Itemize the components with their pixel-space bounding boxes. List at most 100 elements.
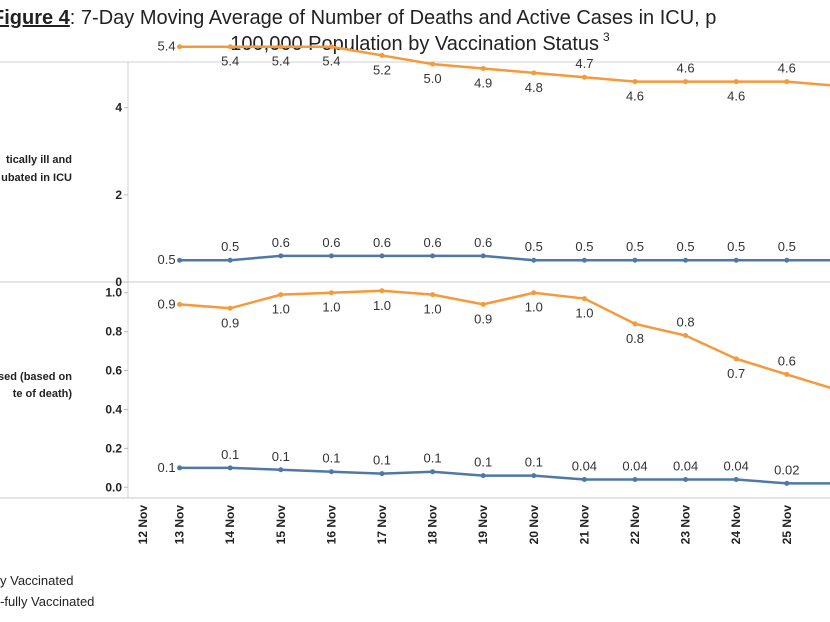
data-point bbox=[177, 44, 183, 50]
data-label: 5.4 bbox=[221, 54, 239, 69]
data-point bbox=[430, 253, 436, 259]
data-point bbox=[683, 476, 689, 482]
data-label: 0.6 bbox=[424, 235, 442, 250]
y-tick-label: 4 bbox=[115, 101, 122, 115]
data-label: 5.4 bbox=[322, 54, 340, 69]
data-label: 0.5 bbox=[727, 239, 745, 254]
x-tick-label: 24 Nov bbox=[729, 505, 743, 545]
data-label: 0.1 bbox=[322, 451, 340, 466]
data-label: 0.8 bbox=[626, 331, 644, 346]
data-label: 5.2 bbox=[373, 62, 391, 77]
data-label: 0.1 bbox=[373, 453, 391, 468]
data-label: 1.0 bbox=[575, 306, 593, 321]
y-tick-label: 0.2 bbox=[105, 441, 122, 455]
data-label: 4.8 bbox=[525, 80, 543, 95]
data-point bbox=[227, 44, 233, 50]
data-point bbox=[531, 290, 537, 296]
data-point bbox=[632, 476, 638, 482]
data-label: 1.0 bbox=[272, 302, 290, 317]
figure-subtitle: 100,000 Population by Vaccination Status… bbox=[230, 30, 610, 55]
data-label: 0.1 bbox=[474, 455, 492, 470]
data-point bbox=[733, 79, 739, 85]
data-label: 4.6 bbox=[626, 89, 644, 104]
data-label: 0.04 bbox=[724, 458, 749, 473]
data-point bbox=[480, 301, 486, 307]
data-label: 0.04 bbox=[622, 458, 647, 473]
data-point bbox=[177, 301, 183, 307]
data-point bbox=[683, 257, 689, 263]
data-point bbox=[328, 253, 334, 259]
data-point bbox=[328, 44, 334, 50]
data-point bbox=[480, 253, 486, 259]
data-label: 1.0 bbox=[322, 300, 340, 315]
x-tick-label: 12 Nov bbox=[136, 505, 150, 545]
data-point bbox=[227, 257, 233, 263]
data-label: 4.6 bbox=[677, 61, 695, 76]
data-label: 4.9 bbox=[474, 76, 492, 91]
legend-label: y Vaccinated bbox=[0, 573, 73, 588]
data-label: 0.6 bbox=[778, 353, 796, 368]
data-label: 0.9 bbox=[474, 311, 492, 326]
data-label: 5.4 bbox=[158, 39, 176, 54]
data-label: 0.1 bbox=[424, 451, 442, 466]
data-label: 4.6 bbox=[778, 61, 796, 76]
data-point bbox=[784, 480, 790, 486]
y-axis-label: te of death) bbox=[13, 388, 73, 400]
data-label: 4.7 bbox=[575, 56, 593, 71]
y-axis-label: ased (based on bbox=[0, 371, 72, 383]
data-point bbox=[531, 473, 537, 479]
data-point bbox=[784, 257, 790, 263]
data-label: 0.04 bbox=[673, 458, 698, 473]
data-point bbox=[379, 52, 385, 58]
data-label: 0.1 bbox=[221, 447, 239, 462]
x-tick-label: 19 Nov bbox=[476, 505, 490, 545]
data-point bbox=[733, 476, 739, 482]
x-tick-label: 15 Nov bbox=[274, 505, 288, 545]
data-label: 1.0 bbox=[525, 300, 543, 315]
data-label: 0.8 bbox=[677, 315, 695, 330]
data-label: 0.9 bbox=[158, 296, 176, 311]
data-point bbox=[227, 465, 233, 471]
data-point bbox=[784, 371, 790, 377]
data-point bbox=[683, 79, 689, 85]
data-label: 0.6 bbox=[474, 235, 492, 250]
data-label: 5.4 bbox=[272, 54, 290, 69]
data-label: 0.1 bbox=[525, 455, 543, 470]
x-tick-label: 14 Nov bbox=[223, 505, 237, 545]
data-point bbox=[632, 321, 638, 327]
y-axis-label: tically ill and bbox=[6, 154, 72, 166]
data-point bbox=[379, 288, 385, 294]
data-label: 0.5 bbox=[575, 239, 593, 254]
data-point bbox=[784, 79, 790, 85]
data-point bbox=[379, 253, 385, 259]
x-tick-label: 13 Nov bbox=[173, 505, 187, 545]
x-tick-label: 16 Nov bbox=[324, 505, 338, 545]
x-tick-label: 21 Nov bbox=[577, 505, 591, 545]
y-tick-label: 0.6 bbox=[105, 364, 122, 378]
data-point bbox=[379, 471, 385, 477]
data-label: 0.1 bbox=[272, 449, 290, 464]
data-point bbox=[278, 44, 284, 50]
figure-text: : 7-Day Moving Average of Number of Deat… bbox=[70, 7, 717, 29]
figure-title: Figure 4: 7-Day Moving Average of Number… bbox=[0, 7, 716, 29]
data-label: 0.5 bbox=[221, 239, 239, 254]
data-point bbox=[581, 476, 587, 482]
subtitle-text: 100,000 Population by Vaccination Status bbox=[230, 33, 599, 55]
data-label: 0.04 bbox=[572, 458, 597, 473]
x-tick-label: 25 Nov bbox=[780, 505, 794, 545]
data-label: 0.5 bbox=[626, 239, 644, 254]
data-point bbox=[328, 290, 334, 296]
data-point bbox=[278, 253, 284, 259]
y-tick-label: 0.4 bbox=[105, 402, 122, 416]
series-line bbox=[179, 466, 830, 485]
data-label: 0.6 bbox=[373, 235, 391, 250]
data-point bbox=[733, 356, 739, 362]
data-point bbox=[480, 66, 486, 71]
data-point bbox=[581, 74, 587, 80]
data-label: 5.0 bbox=[424, 71, 442, 86]
y-tick-label: 0 bbox=[115, 275, 122, 289]
y-axis-label: ubated in ICU bbox=[1, 172, 72, 184]
data-point bbox=[632, 79, 638, 85]
